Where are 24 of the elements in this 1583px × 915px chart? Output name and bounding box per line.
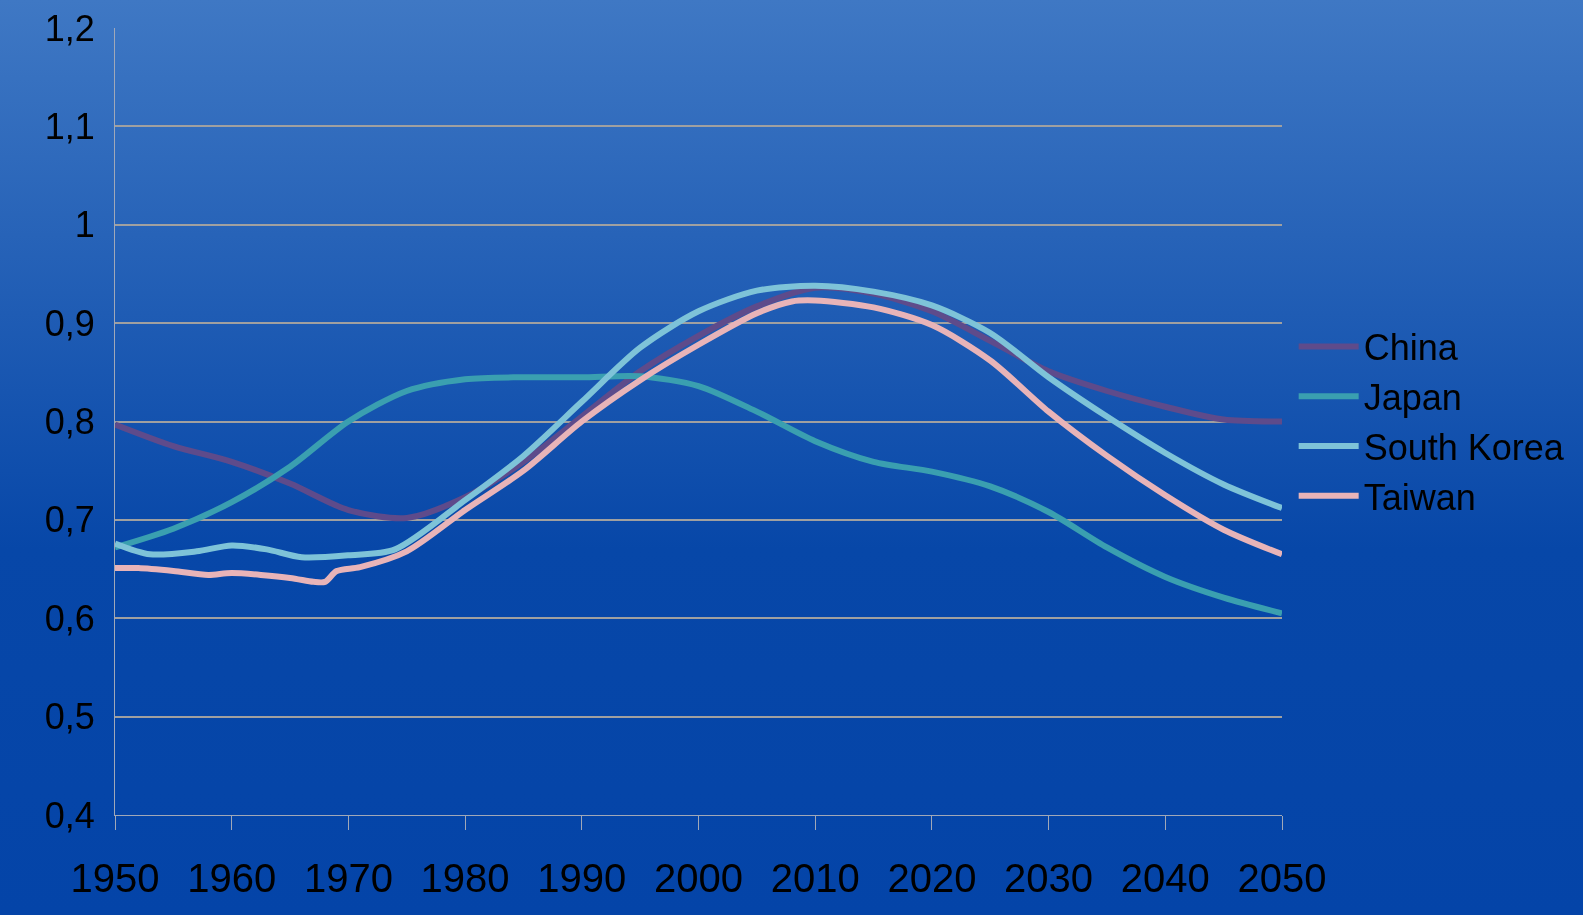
x-tick-label: 1970 xyxy=(303,856,393,900)
legend-label: Taiwan xyxy=(1363,476,1476,518)
legend-label: China xyxy=(1363,327,1459,369)
y-tick-label: 0,6 xyxy=(44,597,95,639)
x-tick-label: 1980 xyxy=(420,856,510,900)
x-tick-label: 1950 xyxy=(70,856,160,900)
x-tick-label: 2040 xyxy=(1120,856,1210,900)
y-tick-label: 0,8 xyxy=(44,401,95,443)
x-tick-label: 2050 xyxy=(1237,856,1327,900)
y-tick-label: 0,5 xyxy=(44,696,95,738)
y-tick-label: 1,1 xyxy=(44,105,95,147)
y-tick-label: 1 xyxy=(74,204,95,246)
x-tick-label: 2020 xyxy=(887,856,977,900)
y-tick-label: 0,7 xyxy=(44,499,95,541)
legend-label: South Korea xyxy=(1363,427,1565,469)
x-tick-label: 1960 xyxy=(187,856,277,900)
x-tick-label: 2010 xyxy=(770,856,860,900)
x-tick-label: 2030 xyxy=(1004,856,1094,900)
x-tick-label: 1990 xyxy=(537,856,627,900)
legend-label: Japan xyxy=(1363,377,1462,419)
y-tick-label: 0,9 xyxy=(44,302,95,344)
y-tick-label: 1,2 xyxy=(44,7,95,49)
x-tick-label: 2000 xyxy=(654,856,743,900)
y-tick-label: 0,4 xyxy=(44,794,95,836)
